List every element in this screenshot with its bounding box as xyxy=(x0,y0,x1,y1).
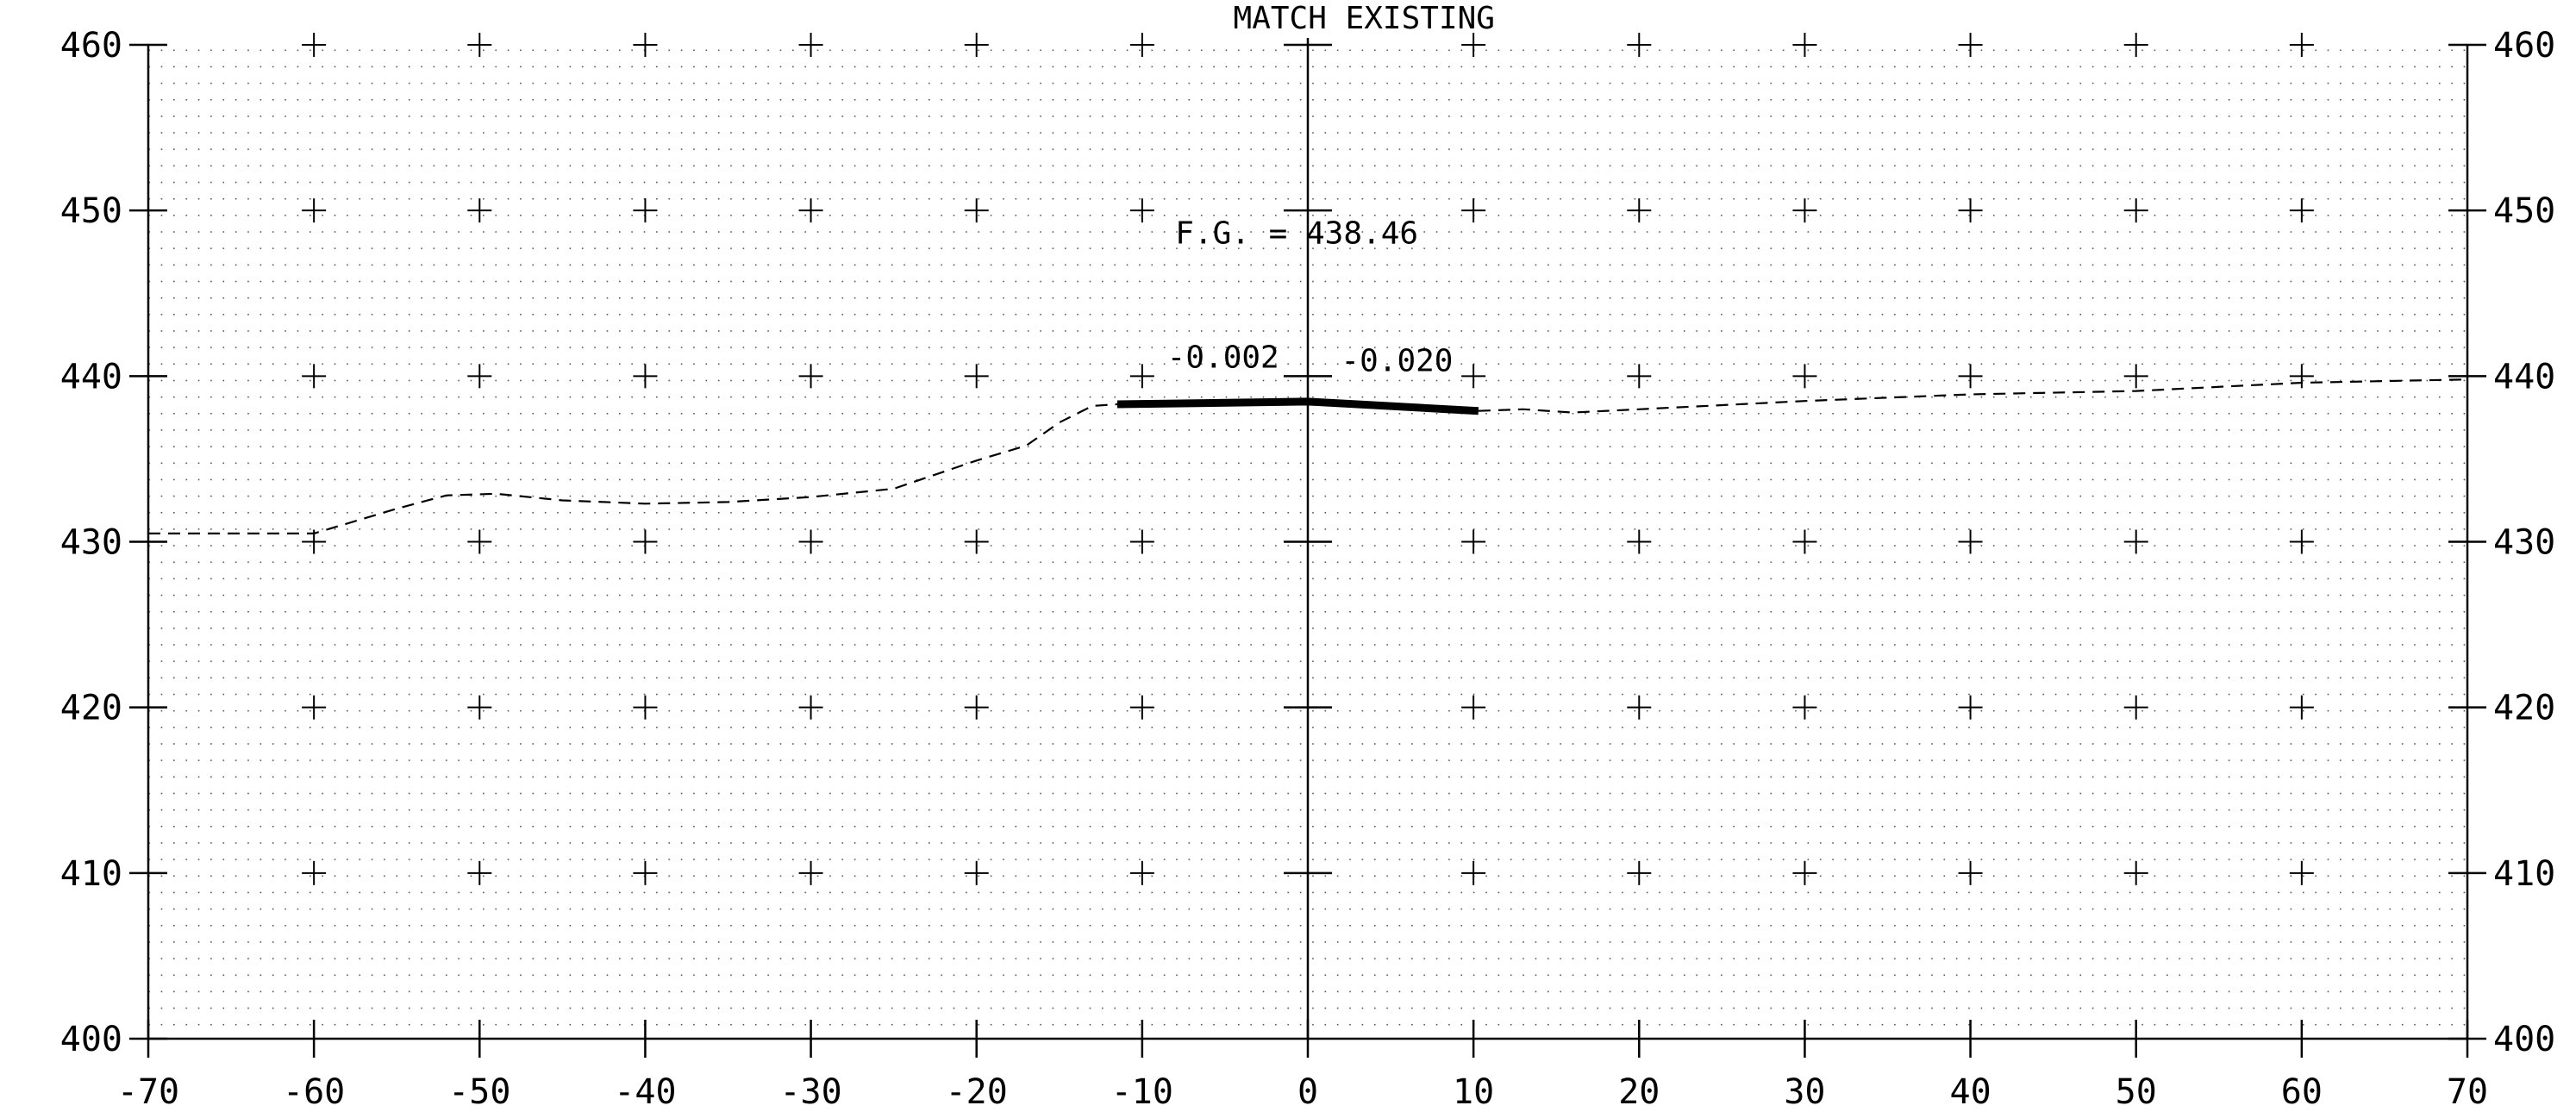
existing-ground-line xyxy=(148,403,1118,535)
y-tick-label-left: 420 xyxy=(60,689,122,728)
y-tick-label-left: 460 xyxy=(60,26,122,66)
finished-grade-line xyxy=(1116,397,1479,415)
x-tick-label: 50 xyxy=(2116,1072,2157,1112)
x-tick-label: 60 xyxy=(2281,1072,2323,1112)
y-tick-label-left: 430 xyxy=(60,523,122,563)
x-tick-label: -70 xyxy=(117,1072,179,1112)
y-tick-label-right: 410 xyxy=(2493,854,2555,894)
y-tick-label-left: 450 xyxy=(60,191,122,231)
x-tick-label: 0 xyxy=(1297,1072,1318,1112)
annotation-label: -0.020 xyxy=(1341,344,1453,379)
x-tick-label: -50 xyxy=(448,1072,510,1112)
y-tick-label-left: 440 xyxy=(60,357,122,397)
x-tick-label: 70 xyxy=(2447,1072,2488,1112)
x-tick-label: 10 xyxy=(1453,1072,1494,1112)
existing-ground-line xyxy=(1478,378,2468,414)
y-tick-label-right: 440 xyxy=(2493,357,2555,397)
x-tick-label: -60 xyxy=(283,1072,345,1112)
annotation-label: -0.002 xyxy=(1167,340,1279,376)
y-tick-label-left: 400 xyxy=(60,1020,122,1059)
y-tick-label-left: 410 xyxy=(60,854,122,894)
y-tick-label-right: 400 xyxy=(2493,1020,2555,1059)
x-tick-label: 30 xyxy=(1784,1072,1825,1112)
x-tick-label: -40 xyxy=(614,1072,676,1112)
y-tick-label-right: 430 xyxy=(2493,523,2555,563)
x-tick-label: -10 xyxy=(1111,1072,1173,1112)
x-tick-label: -20 xyxy=(946,1072,1008,1112)
x-tick-label: -30 xyxy=(779,1072,841,1112)
x-tick-label: 20 xyxy=(1618,1072,1660,1112)
annotation-label: F.G. = 438.46 xyxy=(1175,216,1418,252)
x-tick-label: 40 xyxy=(1949,1072,1991,1112)
y-tick-label-right: 450 xyxy=(2493,191,2555,231)
y-tick-label-right: 420 xyxy=(2493,689,2555,728)
annotation-label: MATCH EXISTING xyxy=(1234,1,1495,36)
y-tick-label-right: 460 xyxy=(2493,26,2555,66)
